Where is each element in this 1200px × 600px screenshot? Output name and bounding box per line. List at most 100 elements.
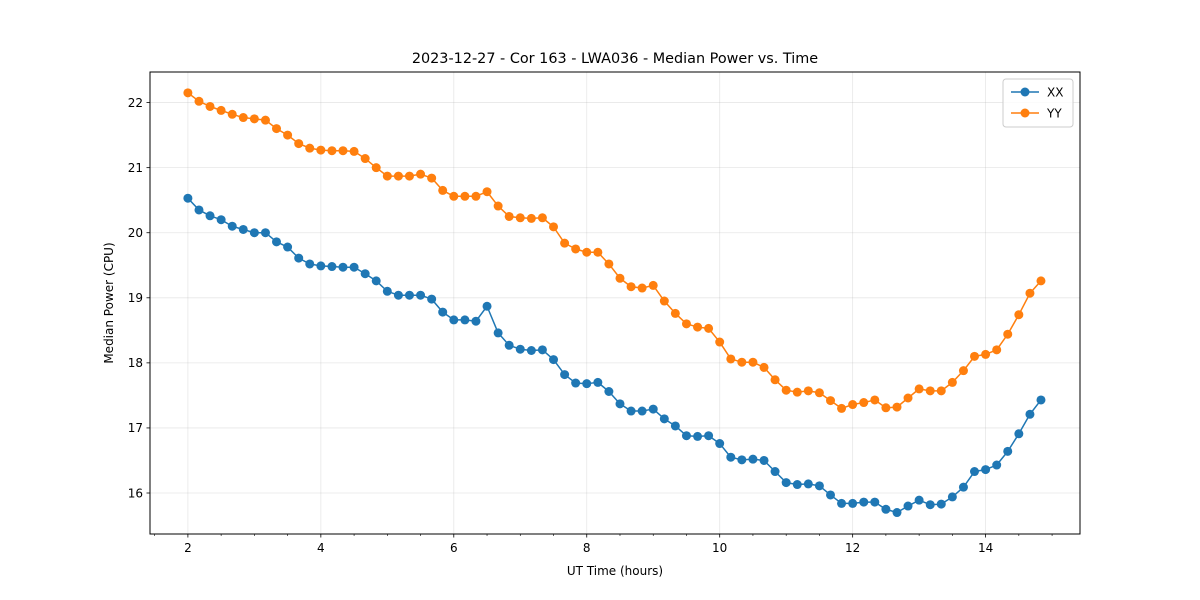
data-point-xx [205,211,215,221]
data-point-xx [316,261,326,271]
data-point-yy [826,396,836,406]
y-tick-label: 16 [128,486,143,500]
data-point-xx [670,421,680,431]
data-point-xx [560,370,570,380]
data-point-yy [593,247,603,257]
data-point-yy [327,146,337,156]
data-point-xx [759,455,769,465]
data-point-yy [549,222,559,232]
series-layer [183,88,1046,518]
data-point-xx [693,431,703,441]
data-point-xx [648,404,658,414]
data-point-xx [327,262,337,272]
data-point-xx [194,205,204,215]
data-point-yy [537,213,547,223]
data-point-yy [870,395,880,405]
data-point-yy [382,171,392,181]
data-point-yy [726,354,736,364]
data-point-yy [681,319,691,329]
data-point-xx [305,259,315,269]
data-point-yy [1025,288,1035,298]
x-axis: 2 4 6 8 10 12 14 [154,534,1053,555]
y-tick-label: 17 [128,421,143,435]
data-point-xx [416,290,426,300]
data-point-yy [925,386,935,396]
data-point-xx [283,242,293,252]
data-point-yy [216,105,226,115]
data-point-xx [427,294,437,304]
data-point-xx [371,276,381,286]
x-tick-label: 10 [712,541,727,555]
data-point-yy [659,296,669,306]
data-point-xx [272,237,282,247]
data-point-yy [227,109,237,119]
data-point-yy [183,88,193,98]
data-point-xx [404,290,414,300]
data-point-xx [604,386,614,396]
data-point-yy [438,185,448,195]
data-point-yy [693,322,703,332]
data-point-yy [604,259,614,269]
data-point-xx [537,345,547,355]
data-point-yy [958,366,968,376]
data-point-yy [272,124,282,134]
legend: XX YY [1002,78,1074,128]
data-point-xx [859,497,869,507]
data-point-xx [903,501,913,511]
data-point-xx [914,495,924,505]
data-point-yy [283,130,293,140]
data-point-xx [781,478,791,488]
data-point-xx [892,508,902,518]
data-point-xx [349,262,359,272]
data-point-yy [449,191,459,201]
y-tick-label: 19 [128,291,143,305]
data-point-yy [737,357,747,367]
data-point-xx [382,286,392,296]
data-point-yy [704,323,714,333]
data-point-xx [1003,446,1013,456]
chart-title: 2023-12-27 - Cor 163 - LWA036 - Median P… [412,51,818,67]
y-tick-label: 18 [128,356,143,370]
data-point-xx [549,355,559,365]
data-point-yy [427,173,437,183]
data-point-xx [826,490,836,500]
data-point-xx [936,499,946,509]
data-point-xx [460,315,470,325]
series-yy [183,88,1046,413]
data-point-xx [526,346,536,356]
data-point-yy [803,386,813,396]
data-point-xx [881,504,891,514]
data-point-xx [504,340,514,350]
data-point-yy [947,377,957,387]
data-point-yy [859,398,869,408]
data-point-yy [305,143,315,153]
data-point-yy [615,273,625,283]
data-point-xx [704,431,714,441]
data-point-yy [404,171,414,181]
data-point-xx [183,193,193,203]
data-point-xx [870,497,880,507]
data-point-yy [294,139,304,149]
legend-item-yy: YY [1011,107,1062,121]
x-tick-label: 6 [450,541,458,555]
y-axis-label: Median Power (CPU) [102,242,116,363]
data-point-xx [515,344,525,354]
data-point-yy [748,357,758,367]
data-point-yy [504,211,514,221]
data-point-xx [992,460,1002,470]
y-axis: 16 17 18 19 20 21 22 [128,96,150,500]
data-point-yy [515,213,525,223]
data-point-xx [294,253,304,263]
data-point-xx [925,500,935,510]
data-point-yy [892,402,902,412]
data-point-yy [626,282,636,292]
data-point-yy [249,114,259,124]
data-point-xx [981,465,991,475]
x-tick-label: 2 [184,541,192,555]
data-point-yy [1036,276,1046,286]
data-point-xx [449,315,459,325]
data-point-yy [970,351,980,361]
data-point-xx [626,406,636,416]
data-point-yy [992,345,1002,355]
